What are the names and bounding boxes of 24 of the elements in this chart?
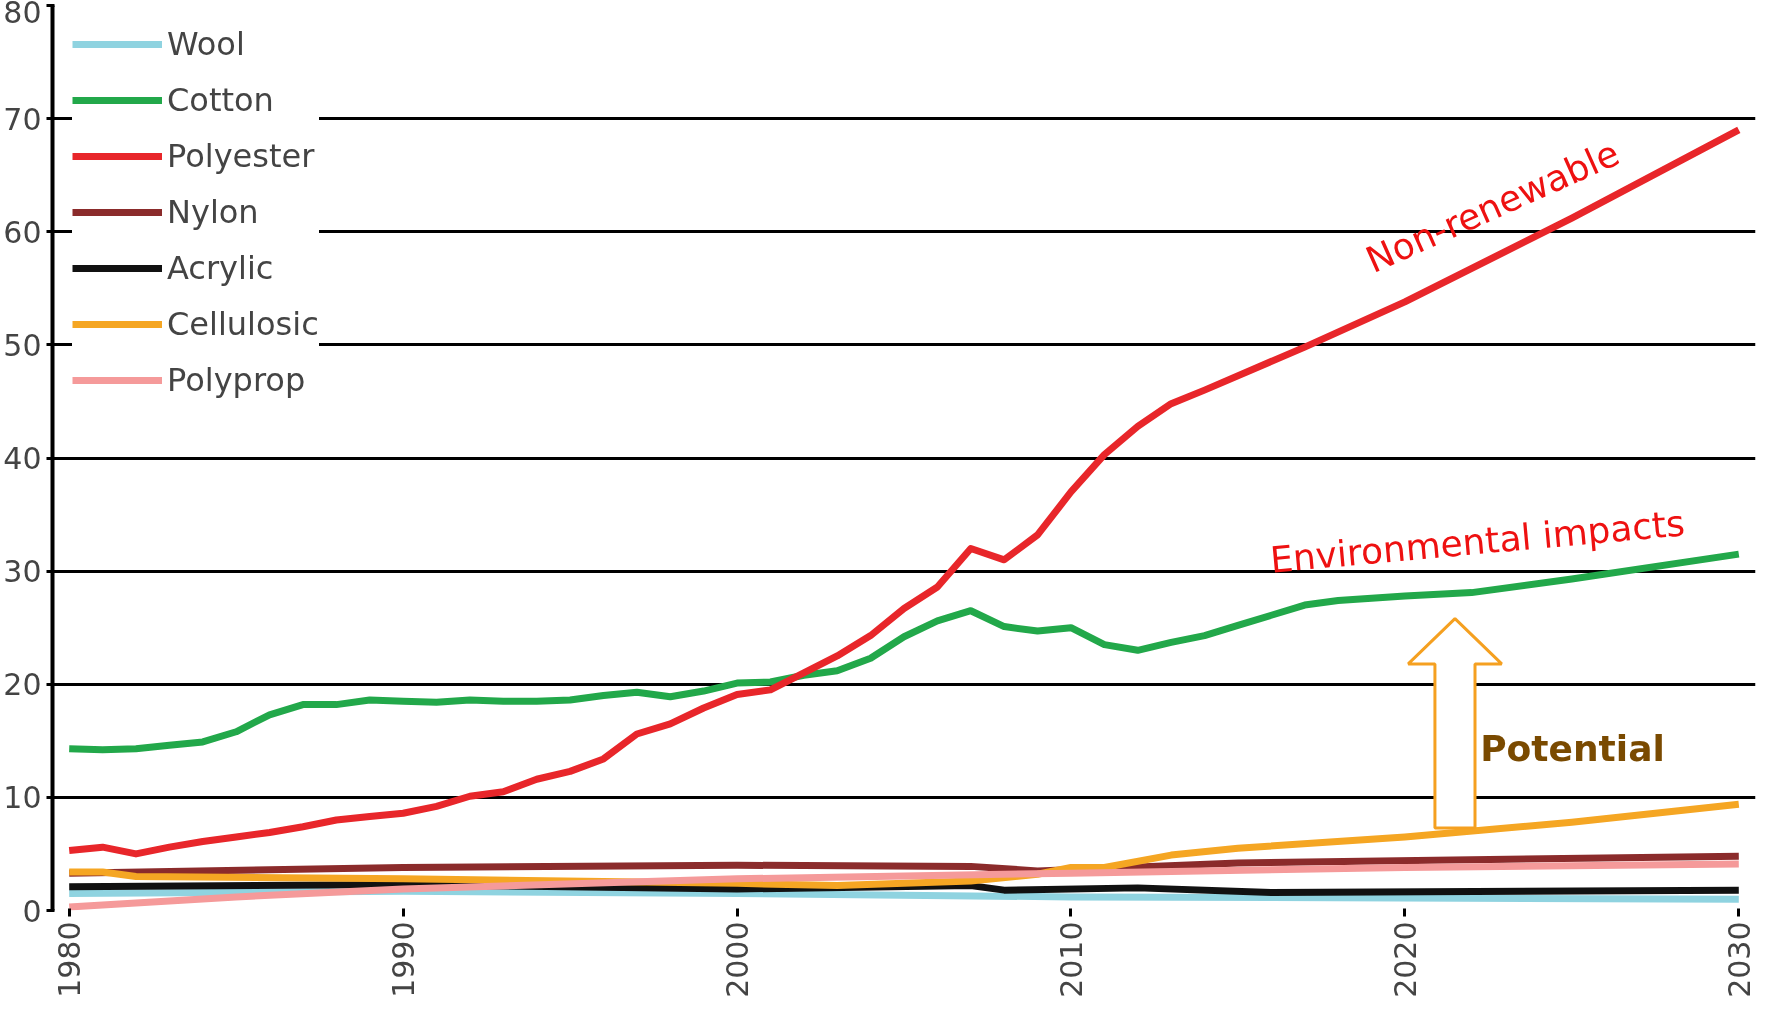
x-tick-label: 2010	[1053, 921, 1089, 998]
y-tick-label: 80	[3, 0, 42, 30]
x-tick-label: 1990	[386, 921, 422, 998]
legend-label: Polyester	[167, 137, 315, 175]
y-tick-label: 60	[3, 214, 42, 250]
y-tick-label: 70	[3, 101, 42, 137]
y-tick-label: 20	[3, 667, 42, 703]
legend-label: Polyprop	[167, 361, 306, 399]
legend-label: Acrylic	[167, 249, 274, 287]
y-tick-label: 30	[3, 554, 42, 590]
legend-label: Nylon	[167, 193, 259, 231]
legend-label: Cellulosic	[167, 305, 319, 343]
legend-label: Cotton	[167, 81, 274, 119]
x-tick-label: 2020	[1387, 921, 1423, 998]
y-tick-label: 0	[22, 893, 42, 929]
x-tick-label: 2000	[720, 921, 756, 998]
y-tick-label: 50	[3, 327, 42, 363]
y-tick-label: 40	[3, 441, 42, 476]
annotation: Potential	[1480, 728, 1665, 769]
x-tick-label: 2030	[1721, 921, 1757, 998]
legend-label: Wool	[167, 25, 245, 63]
annotation: Environmental impacts	[1268, 502, 1687, 581]
x-tick-label: 1980	[52, 921, 88, 998]
y-tick-label: 10	[3, 780, 42, 816]
